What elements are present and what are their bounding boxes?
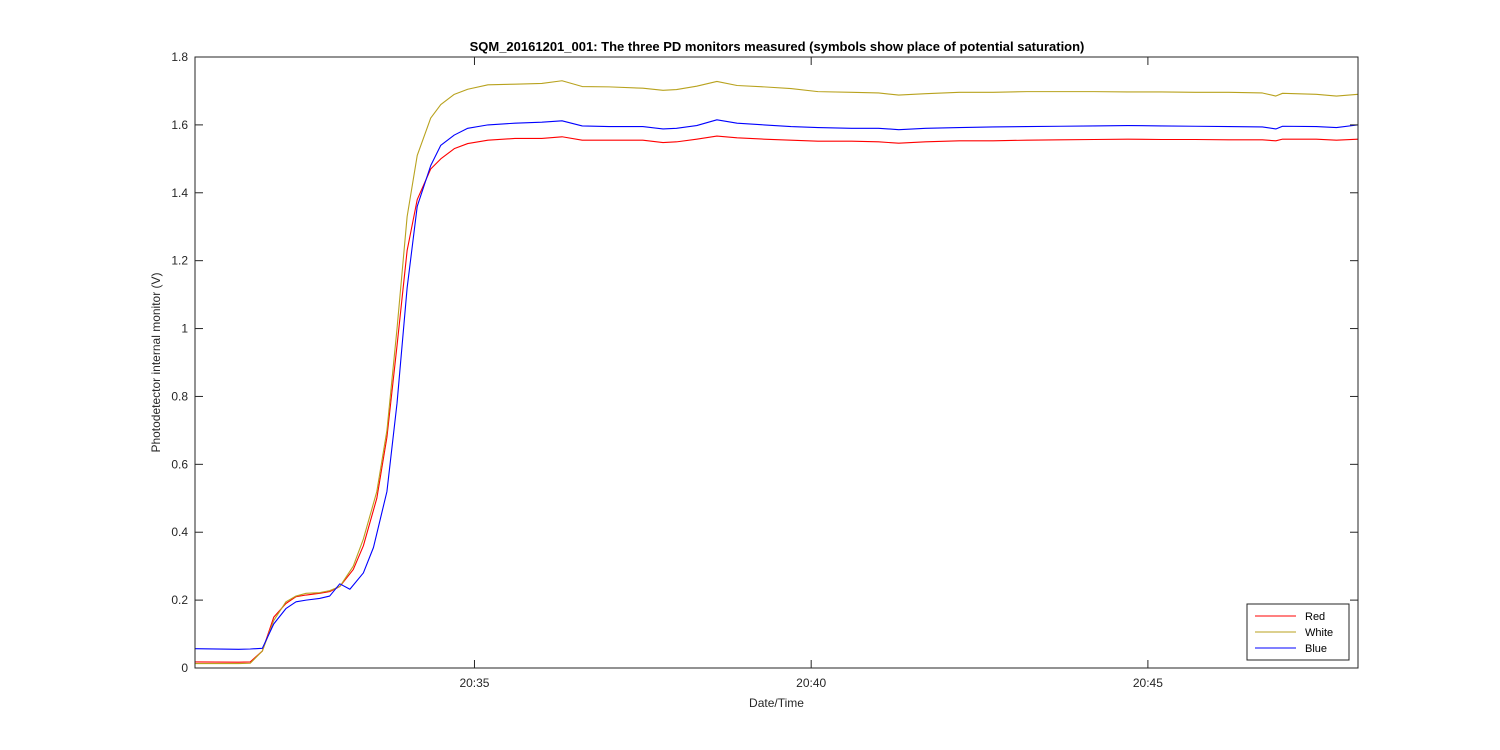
x-tick-label: 20:45 [1133,676,1163,690]
y-tick-label: 0.2 [171,593,188,607]
legend-label-white: White [1305,627,1333,639]
series-line-red [194,135,1359,663]
series-line-blue [194,119,1359,650]
chart-title: SQM_20161201_001: The three PD monitors … [470,39,1085,54]
y-tick-label: 1.4 [171,186,188,200]
x-tick-label: 20:40 [796,676,826,690]
y-axis: 0 0.2 0.4 0.6 0.8 1 1.2 1.4 1.6 1.8 [171,50,1358,675]
series-lines [194,80,1359,665]
y-tick-label: 0.4 [171,525,188,539]
legend-label-blue: Blue [1305,643,1327,655]
legend-label-red: Red [1305,611,1325,623]
x-tick-label: 20:35 [459,676,489,690]
plot-area [195,57,1358,668]
series-line-white [195,80,1359,665]
y-tick-label: 1 [181,322,188,336]
y-tick-label: 0 [181,661,188,675]
axes-box [194,56,1359,669]
y-tick-label: 1.8 [171,50,188,64]
legend: Red White Blue [1246,603,1350,661]
x-axis-label: Date/Time [749,696,804,710]
y-tick-label: 1.6 [171,118,188,132]
x-axis: 20:35 20:40 20:45 [459,57,1163,690]
y-tick-label: 1.2 [171,254,188,268]
y-tick-label: 0.8 [171,389,188,403]
y-tick-label: 0.6 [171,457,188,471]
y-axis-label: Photodetector internal monitor (V) [149,272,163,452]
